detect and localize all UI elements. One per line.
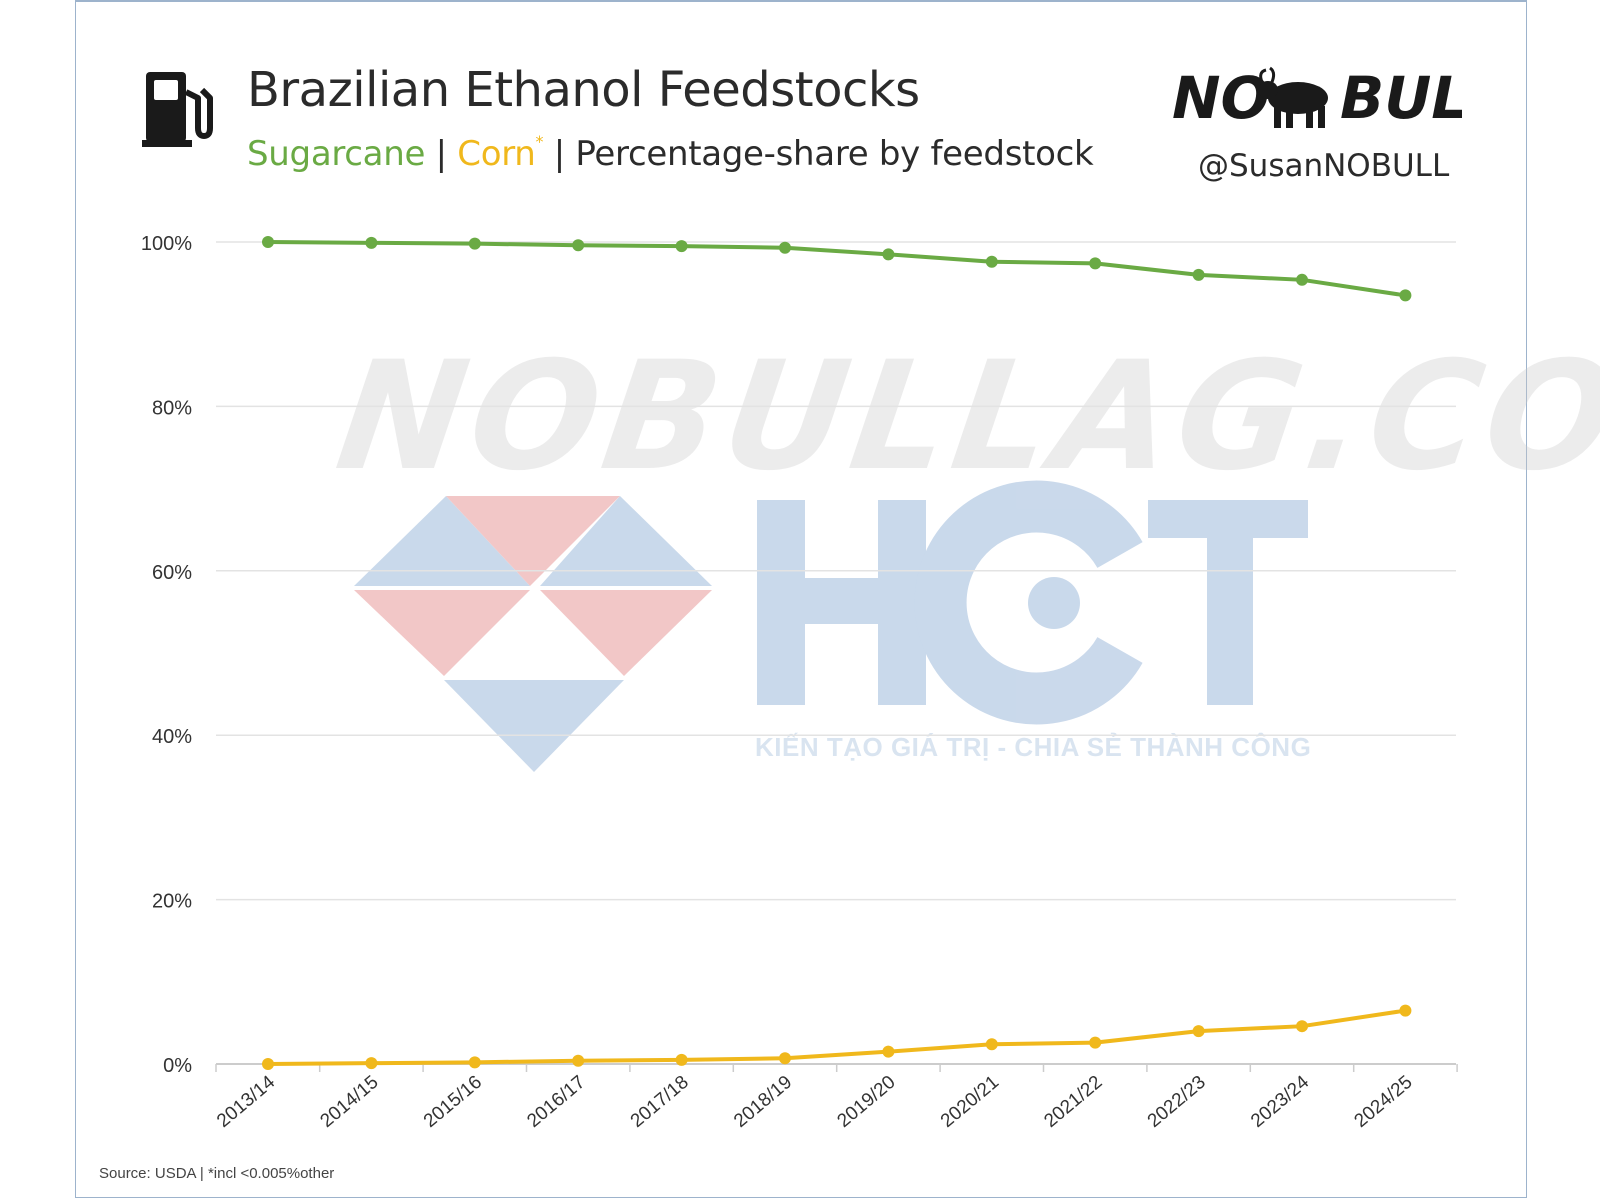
y-tick-label: 80% xyxy=(152,397,192,419)
data-point-sugarcane xyxy=(468,237,481,250)
subtitle-separator: | xyxy=(425,134,458,174)
legend-corn: Corn xyxy=(457,134,536,174)
data-point-sugarcane xyxy=(365,236,378,249)
series-line-corn xyxy=(267,1008,1406,1066)
x-tick-label: 2014/15 xyxy=(316,1072,382,1132)
svg-text:BULL: BULL xyxy=(1340,64,1462,132)
chart-frame xyxy=(75,0,1527,1198)
data-point-corn xyxy=(1089,1036,1102,1049)
x-tick-label: 2017/18 xyxy=(627,1072,693,1132)
series-line-sugarcane xyxy=(267,240,1406,298)
data-point-corn xyxy=(572,1054,585,1067)
data-point-corn xyxy=(1296,1020,1308,1033)
data-point-sugarcane xyxy=(1089,257,1102,270)
x-tick-label: 2022/23 xyxy=(1144,1072,1210,1132)
data-point-sugarcane xyxy=(985,255,998,268)
data-point-sugarcane xyxy=(1192,268,1205,281)
data-point-corn xyxy=(468,1056,481,1069)
y-tick-label: 60% xyxy=(152,562,192,584)
data-point-corn xyxy=(675,1053,688,1066)
x-tick-label: 2015/16 xyxy=(420,1072,486,1132)
chart-title: Brazilian Ethanol Feedstocks xyxy=(247,62,920,118)
data-point-sugarcane xyxy=(1296,273,1308,286)
x-tick-label: 2023/24 xyxy=(1247,1071,1313,1132)
x-tick-label: 2024/25 xyxy=(1350,1072,1416,1132)
data-point-corn xyxy=(262,1058,274,1070)
data-point-corn xyxy=(1192,1025,1205,1038)
y-tick-label: 0% xyxy=(163,1055,192,1077)
nobull-logo: NO BULL xyxy=(1172,64,1462,132)
x-tick-label: 2013/14 xyxy=(213,1071,279,1132)
author-handle: @SusanNOBULL xyxy=(1198,148,1450,184)
data-point-corn xyxy=(985,1038,998,1051)
subtitle-description: Percentage-share by feedstock xyxy=(575,134,1094,174)
y-tick-label: 40% xyxy=(152,726,192,748)
chart-subtitle: Sugarcane | Corn* | Percentage-share by … xyxy=(247,132,1094,174)
legend-sugarcane: Sugarcane xyxy=(247,134,426,174)
x-tick-label: 2020/21 xyxy=(937,1072,1003,1132)
x-tick-label: 2019/20 xyxy=(833,1072,899,1132)
data-point-corn xyxy=(365,1057,378,1070)
data-point-sugarcane xyxy=(675,240,688,253)
data-point-sugarcane xyxy=(1399,289,1412,302)
legend-corn-footnote-mark: * xyxy=(535,132,544,151)
data-point-corn xyxy=(779,1052,791,1065)
subtitle-separator: | xyxy=(543,134,576,174)
x-tick-label: 2018/19 xyxy=(730,1072,796,1132)
data-point-corn xyxy=(1399,1004,1412,1017)
data-point-corn xyxy=(882,1045,895,1058)
data-point-sugarcane xyxy=(262,236,274,248)
data-point-sugarcane xyxy=(882,248,895,261)
x-tick-label: 2021/22 xyxy=(1040,1072,1106,1132)
y-tick-label: 100% xyxy=(141,233,192,255)
x-tick-label: 2016/17 xyxy=(523,1072,589,1132)
y-tick-label: 20% xyxy=(152,891,192,913)
source-note: Source: USDA | *incl <0.005%other xyxy=(99,1165,335,1182)
svg-text:NO: NO xyxy=(1172,64,1270,132)
bull-icon xyxy=(1258,66,1328,128)
fuel-pump-icon xyxy=(142,72,213,147)
data-point-sugarcane xyxy=(572,239,585,252)
data-point-sugarcane xyxy=(779,241,791,254)
